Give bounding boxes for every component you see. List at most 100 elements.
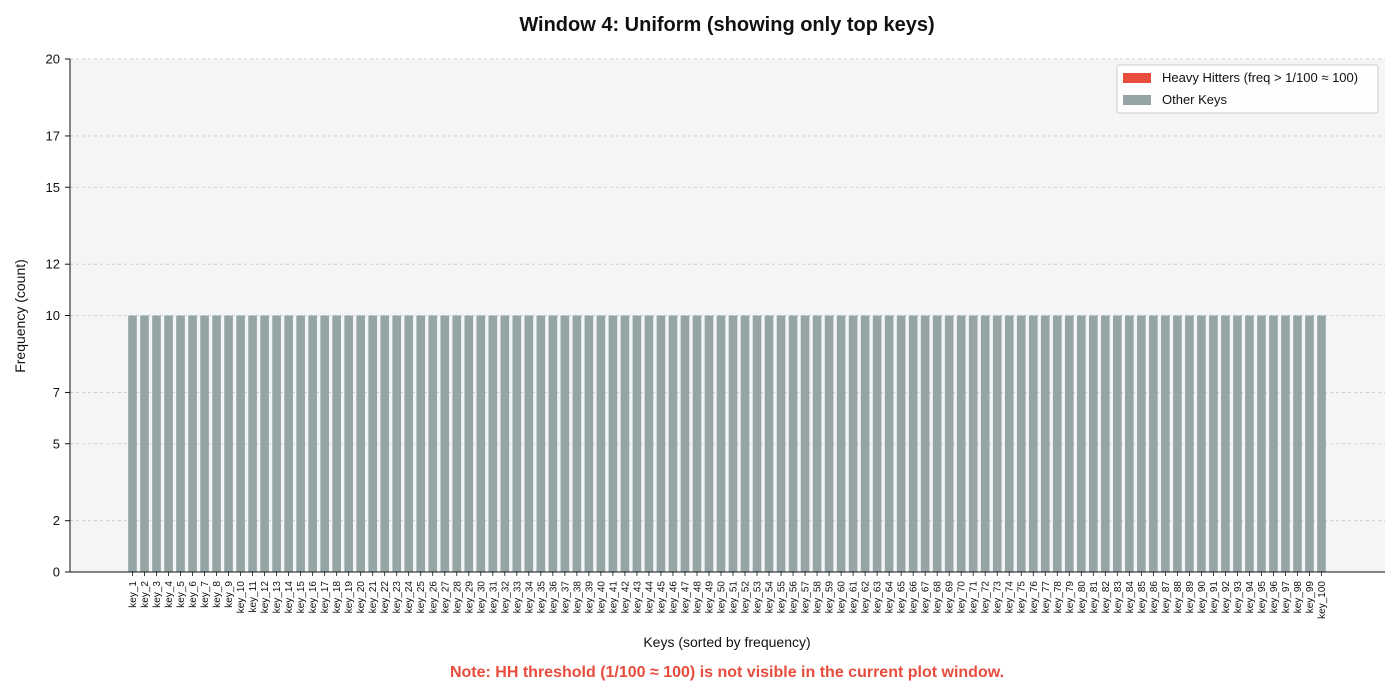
bars — [128, 315, 1326, 572]
x-tick-label-key_80: key_80 — [1077, 581, 1088, 614]
x-tick-label-key_39: key_39 — [584, 581, 595, 614]
x-tick-label-key_1: key_1 — [128, 581, 139, 608]
bar-key_39 — [584, 315, 594, 572]
x-tick-label-key_25: key_25 — [416, 581, 427, 614]
bar-key_17 — [320, 315, 329, 572]
x-tick-label-key_63: key_63 — [873, 581, 884, 614]
y-tick-label: 5 — [53, 436, 60, 451]
bar-key_86 — [1149, 315, 1158, 572]
x-tick-label-key_32: key_32 — [500, 581, 511, 614]
bar-key_58 — [812, 315, 822, 572]
x-tick-label-key_43: key_43 — [632, 581, 643, 614]
x-tick-label-key_34: key_34 — [524, 581, 535, 614]
bar-key_6 — [188, 315, 197, 572]
y-tick-label: 20 — [46, 52, 60, 67]
y-tick-label: 10 — [46, 308, 60, 323]
bar-key_71 — [968, 315, 978, 572]
x-tick-label-key_12: key_12 — [260, 581, 271, 614]
bar-key_93 — [1233, 315, 1242, 572]
x-tick-label-key_47: key_47 — [680, 581, 691, 614]
x-tick-label-key_2: key_2 — [140, 581, 151, 608]
x-tick-label-key_29: key_29 — [464, 581, 475, 614]
bar-key_91 — [1209, 315, 1218, 572]
x-tick-label-key_58: key_58 — [813, 581, 824, 614]
x-tick-label-key_45: key_45 — [656, 581, 667, 614]
bar-key_73 — [992, 315, 1002, 572]
x-tick-label-key_33: key_33 — [512, 581, 523, 614]
x-tick-label-key_41: key_41 — [608, 581, 619, 614]
legend: Heavy Hitters (freq > 1/100 ≈ 100) Other… — [1116, 64, 1379, 114]
x-tick-label-key_55: key_55 — [777, 581, 788, 614]
x-tick-label-key_49: key_49 — [704, 581, 715, 614]
bar-key_47 — [680, 315, 690, 572]
x-tick-label-key_83: key_83 — [1113, 581, 1124, 614]
x-tick-label-key_44: key_44 — [644, 581, 655, 614]
y-tick-label: 7 — [53, 385, 60, 400]
x-tick-label-key_68: key_68 — [933, 581, 944, 614]
bar-key_87 — [1161, 315, 1170, 572]
x-tick-label-key_99: key_99 — [1305, 581, 1316, 614]
x-tick-label-key_35: key_35 — [536, 581, 547, 614]
bar-key_89 — [1185, 315, 1194, 572]
x-tick-label-key_61: key_61 — [849, 581, 860, 614]
bar-key_27 — [440, 315, 450, 572]
bar-key_67 — [920, 315, 930, 572]
x-tick-label-key_59: key_59 — [825, 581, 836, 614]
x-tick-label-key_64: key_64 — [885, 581, 896, 614]
x-tick-label-key_75: key_75 — [1017, 581, 1028, 614]
x-tick-label-key_100: key_100 — [1317, 581, 1328, 619]
x-tick-label-key_36: key_36 — [548, 581, 559, 614]
bar-key_90 — [1197, 315, 1206, 572]
bar-key_42 — [620, 315, 630, 572]
bar-key_60 — [836, 315, 846, 572]
x-axis-label: Keys (sorted by frequency) — [643, 634, 810, 650]
bar-key_7 — [200, 315, 209, 572]
x-tick-label-key_18: key_18 — [332, 581, 343, 614]
bar-key_40 — [596, 315, 606, 572]
bar-key_52 — [740, 315, 750, 572]
bar-key_84 — [1125, 315, 1134, 572]
x-tick-label-key_84: key_84 — [1125, 581, 1136, 614]
bar-key_16 — [308, 315, 317, 572]
bar-key_10 — [236, 315, 245, 572]
bar-key_32 — [500, 315, 510, 572]
bar-key_68 — [932, 315, 942, 572]
x-tick-label-key_23: key_23 — [392, 581, 403, 614]
bar-key_46 — [668, 315, 678, 572]
y-tick-label: 15 — [46, 180, 60, 195]
legend-swatch-other-keys — [1123, 95, 1151, 105]
legend-label-other-keys: Other Keys — [1162, 92, 1228, 107]
x-tick-label-key_8: key_8 — [212, 581, 223, 608]
x-tick-label-key_79: key_79 — [1065, 581, 1076, 614]
bar-key_69 — [944, 315, 954, 572]
x-tick-label-key_60: key_60 — [837, 581, 848, 614]
x-tick-label-key_38: key_38 — [572, 581, 583, 614]
bar-key_98 — [1293, 315, 1302, 572]
bar-key_78 — [1052, 315, 1062, 572]
bar-key_85 — [1137, 315, 1146, 572]
chart-title: Window 4: Uniform (showing only top keys… — [519, 14, 934, 36]
x-tick-label-key_77: key_77 — [1041, 581, 1052, 614]
bar-key_50 — [716, 315, 726, 572]
y-tick-label: 0 — [53, 565, 60, 580]
bar-key_94 — [1245, 315, 1254, 572]
y-tick-label: 12 — [46, 257, 60, 272]
y-tick-label: 17 — [46, 128, 60, 143]
bar-key_1 — [128, 315, 137, 572]
x-tick-label-key_3: key_3 — [152, 581, 163, 608]
x-tick-label-key_70: key_70 — [957, 581, 968, 614]
x-tick-label-key_16: key_16 — [308, 581, 319, 614]
x-tick-label-key_37: key_37 — [560, 581, 571, 614]
x-tick-label-key_52: key_52 — [741, 581, 752, 614]
bar-key_61 — [848, 315, 858, 572]
x-ticks: key_1 key_2 key_3 key_4 key_5 key_6 key_7 key_8… — [128, 572, 1328, 619]
x-tick-label-key_28: key_28 — [452, 581, 463, 614]
bar-key_8 — [212, 315, 221, 572]
y-ticks: 0 2 5 7 10 12 15 17 20 — [46, 52, 70, 580]
x-tick-label-key_90: key_90 — [1197, 581, 1208, 614]
x-tick-label-key_10: key_10 — [236, 581, 247, 614]
x-tick-label-key_30: key_30 — [476, 581, 487, 614]
x-tick-label-key_4: key_4 — [164, 581, 175, 608]
x-tick-label-key_11: key_11 — [248, 581, 259, 613]
x-tick-label-key_31: key_31 — [488, 581, 499, 614]
